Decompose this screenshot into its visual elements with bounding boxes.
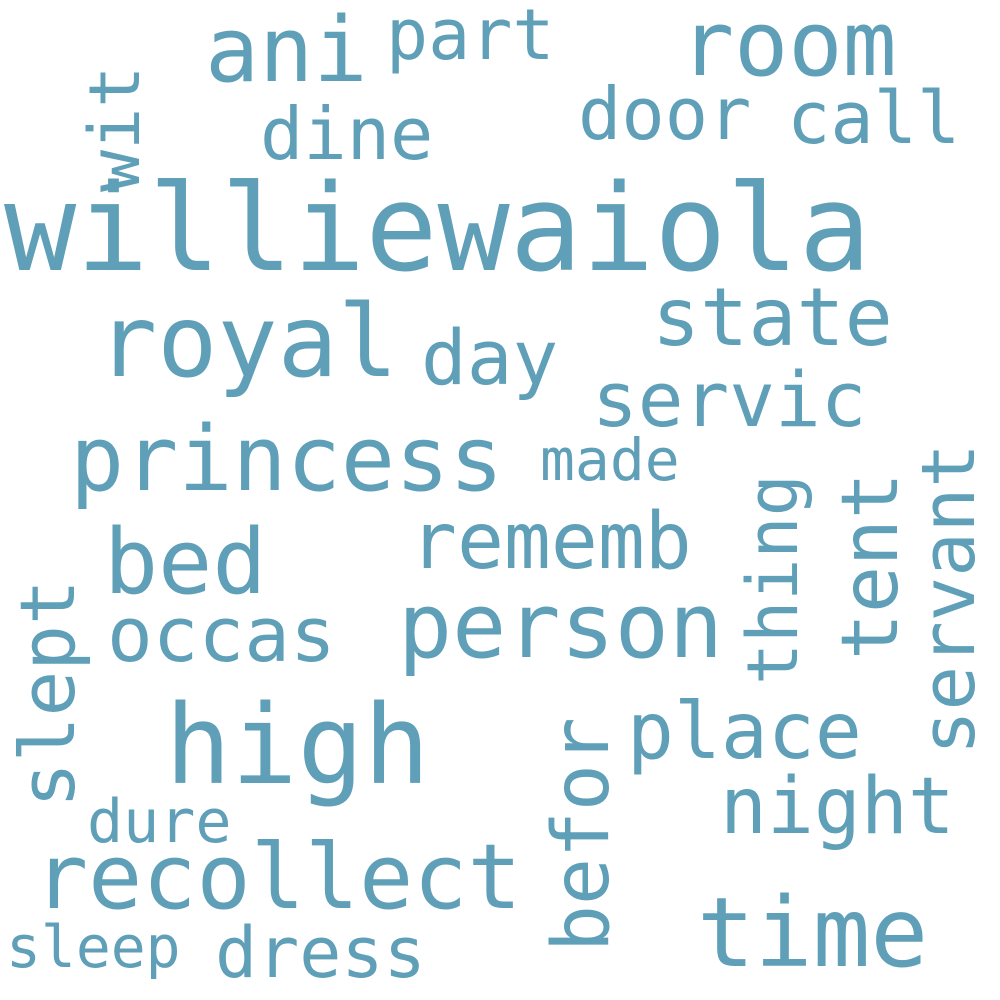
word-dine: dine [260, 92, 434, 176]
word-call: call [787, 76, 961, 160]
word-thing: thing [732, 474, 814, 685]
word-occas: occas [107, 590, 336, 679]
word-dress: dress [215, 912, 426, 994]
word-made: made [540, 426, 680, 494]
word-night: night [720, 762, 955, 852]
word-princess: princess [70, 407, 504, 512]
word-day: day [421, 313, 559, 402]
word-ani: ani [205, 0, 368, 103]
word-williewaiola: williewaiola [4, 160, 871, 299]
word-person: person [398, 574, 724, 679]
word-servic: servic [592, 355, 867, 444]
word-part: part [386, 0, 555, 76]
word-dure: dure [87, 787, 232, 857]
word-sleep: sleep [6, 913, 181, 981]
word-royal: royal [97, 283, 399, 400]
word-bed: bed [104, 510, 267, 615]
word-recollect: recollect [34, 825, 522, 930]
word-befor: befor [537, 717, 627, 952]
word-high: high [165, 681, 430, 809]
word-room: room [680, 0, 897, 97]
word-time: time [697, 877, 929, 989]
word-door: door [578, 72, 752, 156]
word-servant: servant [906, 443, 992, 755]
word-state: state [652, 271, 893, 364]
word-tent: tent [826, 472, 916, 660]
word-rememb: rememb [410, 497, 692, 587]
word-slept: slept [3, 579, 92, 808]
word-place: place [627, 687, 862, 777]
word-wit: wit [74, 65, 156, 192]
